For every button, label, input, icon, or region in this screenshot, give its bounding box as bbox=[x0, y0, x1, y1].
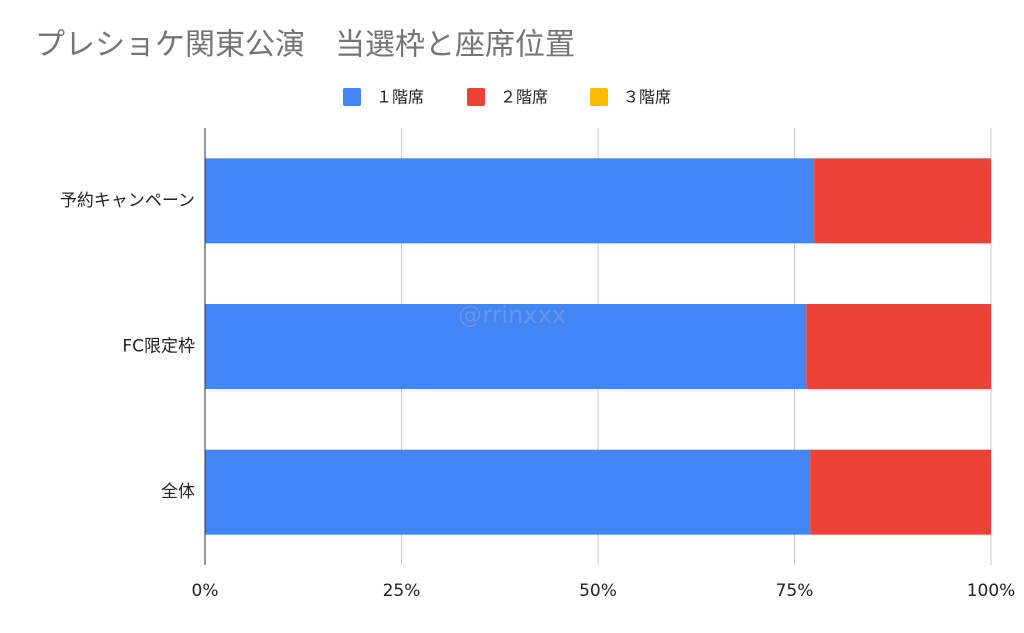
x-tick-label: 0% bbox=[192, 581, 219, 601]
bar-segment bbox=[814, 158, 991, 244]
x-tick-label: 50% bbox=[579, 581, 617, 601]
bar-segment bbox=[810, 449, 991, 535]
watermark: @rrinxxx bbox=[458, 301, 566, 329]
y-tick-label: FC限定枠 bbox=[122, 337, 195, 357]
legend-label: ３階席 bbox=[623, 88, 671, 107]
chart-title: プレショケ関東公演 当選枠と座席位置 bbox=[35, 28, 575, 63]
legend-swatch bbox=[590, 88, 608, 106]
legend-label: １階席 bbox=[376, 88, 424, 107]
bar-segment bbox=[205, 304, 807, 389]
y-tick-label: 予約キャンペーン bbox=[60, 191, 195, 211]
legend-label: ２階席 bbox=[500, 88, 548, 107]
x-tick-label: 100% bbox=[967, 581, 1016, 601]
bar-segment bbox=[806, 304, 991, 389]
x-tick-label: 25% bbox=[383, 581, 421, 601]
x-tick-label: 75% bbox=[776, 581, 814, 601]
bar-segment bbox=[205, 158, 815, 244]
y-tick-label: 全体 bbox=[161, 482, 195, 502]
legend-swatch bbox=[343, 88, 361, 106]
bar-segment bbox=[205, 449, 811, 535]
legend-swatch bbox=[467, 88, 485, 106]
